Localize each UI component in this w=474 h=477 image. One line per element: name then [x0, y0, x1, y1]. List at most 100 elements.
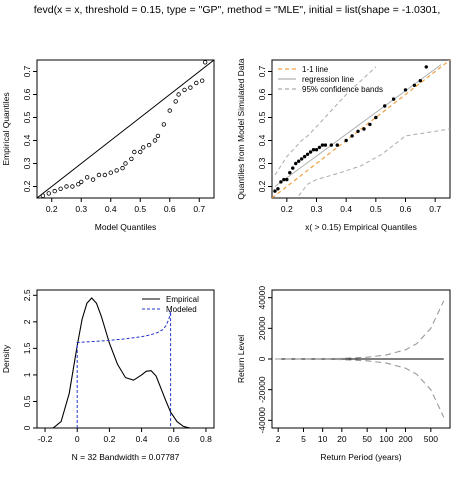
x-tick-label: 0.4 — [136, 434, 148, 444]
data-point — [362, 127, 366, 131]
plot-area — [52, 297, 191, 428]
empirical-density-line — [52, 297, 191, 428]
data-point — [374, 115, 378, 120]
data-point — [120, 165, 125, 171]
x-tick-label: 5 — [301, 434, 306, 444]
data-point — [335, 143, 339, 147]
panel-2: 0.2 0.3 0.4 0.5 0.6 0.7 0.2 0.3 0.4 0.5 0.6 0.7 x( >… — [236, 58, 451, 232]
data-point — [311, 148, 316, 152]
data-point — [52, 188, 57, 194]
data-point — [350, 134, 354, 138]
y-tick-label: 1 — [22, 372, 32, 377]
y-tick-label: 0 — [22, 425, 32, 430]
data-point — [314, 148, 319, 152]
data-point — [64, 184, 69, 189]
x-tick-label: 0.4 — [105, 204, 117, 214]
data-point — [273, 189, 277, 193]
data-point — [202, 60, 208, 65]
legend-label: regression line — [302, 75, 355, 84]
x-tick-label: 200 — [398, 434, 412, 444]
y-tick-label: 0.2 — [257, 180, 267, 192]
data-point — [90, 177, 96, 182]
confidence-band-lower — [298, 128, 450, 197]
y-tick-label: 0.5 — [22, 395, 32, 407]
x-tick-label: 100 — [379, 434, 393, 444]
x-tick-label: 0.6 — [164, 204, 176, 214]
y-tick-label: 0.3 — [257, 157, 267, 169]
modeled-density-line — [76, 311, 172, 428]
one-to-one-line — [272, 60, 450, 198]
y-axis-label: Density — [1, 344, 11, 373]
x-axis-label: x( > 0.15) Empirical Quantiles — [305, 222, 417, 232]
data-point — [418, 79, 423, 83]
data-point — [96, 172, 102, 178]
y-tick-label: 0.6 — [22, 88, 32, 100]
data-point — [329, 143, 334, 147]
data-point — [132, 149, 137, 155]
y-tick-label: 0.2 — [22, 180, 32, 192]
y-tick-label: 40000 — [257, 286, 267, 310]
x-tick-label: 50 — [362, 434, 372, 444]
x-tick-label: 0.7 — [429, 204, 441, 214]
x-tick-label: 0.2 — [103, 434, 115, 444]
data-point — [84, 175, 90, 180]
x-axis-label: Return Period (years) — [320, 452, 401, 462]
data-point — [323, 143, 328, 147]
plot-frame — [36, 289, 215, 429]
y-tick-label: 0 — [257, 356, 267, 361]
data-point — [403, 88, 408, 92]
data-point — [299, 157, 304, 161]
panel-4: 2 5 10 20 50 100 200 500 -40000 -20000 0 20000 40000… — [236, 286, 451, 462]
data-point — [173, 99, 178, 104]
data-point — [188, 85, 193, 90]
data-point — [146, 142, 152, 148]
data-point — [302, 154, 307, 159]
x-axis-label: N = 32 Bandwidth = 0.07787 — [72, 452, 180, 462]
data-point — [76, 181, 81, 187]
data-point — [368, 122, 372, 127]
y-tick-label: -20000 — [257, 376, 267, 403]
x-tick-label: 0.6 — [400, 204, 412, 214]
data-point — [58, 186, 63, 191]
legend-label: Empirical — [166, 295, 199, 304]
x-tick-label: 0 — [75, 434, 80, 444]
legend-label: 95% confidence bands — [302, 85, 383, 94]
y-tick-label: 0.7 — [22, 65, 32, 77]
panels: 0.2 0.3 0.4 0.5 0.6 0.7 0.2 0.3 0.4 0.5 0.6 0.7 Mode… — [1, 58, 451, 462]
data-point — [102, 172, 108, 178]
y-tick-label: 0.3 — [22, 157, 32, 169]
x-tick-label: 0.2 — [46, 204, 58, 214]
data-point — [383, 104, 387, 108]
plot-area — [37, 60, 214, 198]
data-point — [123, 161, 128, 166]
panel-3: -0.2 0 0.2 0.4 0.6 0.8 0 0.5 1 1.5 2 2.5 N = 32 Band… — [1, 289, 215, 462]
data-point — [294, 161, 298, 166]
data-point — [194, 80, 199, 86]
data-point — [317, 145, 322, 150]
plot-area — [275, 300, 445, 418]
y-tick-label: 20000 — [257, 316, 267, 340]
data-point — [308, 150, 313, 154]
y-tick-label: 2 — [22, 319, 32, 324]
data-point — [291, 166, 295, 170]
x-tick-label: 0.6 — [168, 434, 180, 444]
data-point — [424, 65, 428, 69]
x-tick-label: 0.4 — [340, 204, 352, 214]
y-tick-label: 0.5 — [22, 111, 32, 123]
data-point — [297, 159, 301, 163]
x-tick-label: 0.8 — [200, 434, 212, 444]
data-point — [129, 156, 134, 162]
data-point — [46, 191, 51, 196]
y-tick-label: 0.6 — [257, 88, 267, 100]
data-point — [412, 83, 417, 88]
x-tick-label: 0.3 — [311, 204, 323, 214]
regression-line — [274, 64, 442, 187]
plot-frame — [36, 59, 215, 199]
data-point — [391, 97, 396, 101]
data-point — [282, 177, 286, 182]
y-tick-label: 0.5 — [257, 111, 267, 123]
data-point — [356, 129, 360, 133]
